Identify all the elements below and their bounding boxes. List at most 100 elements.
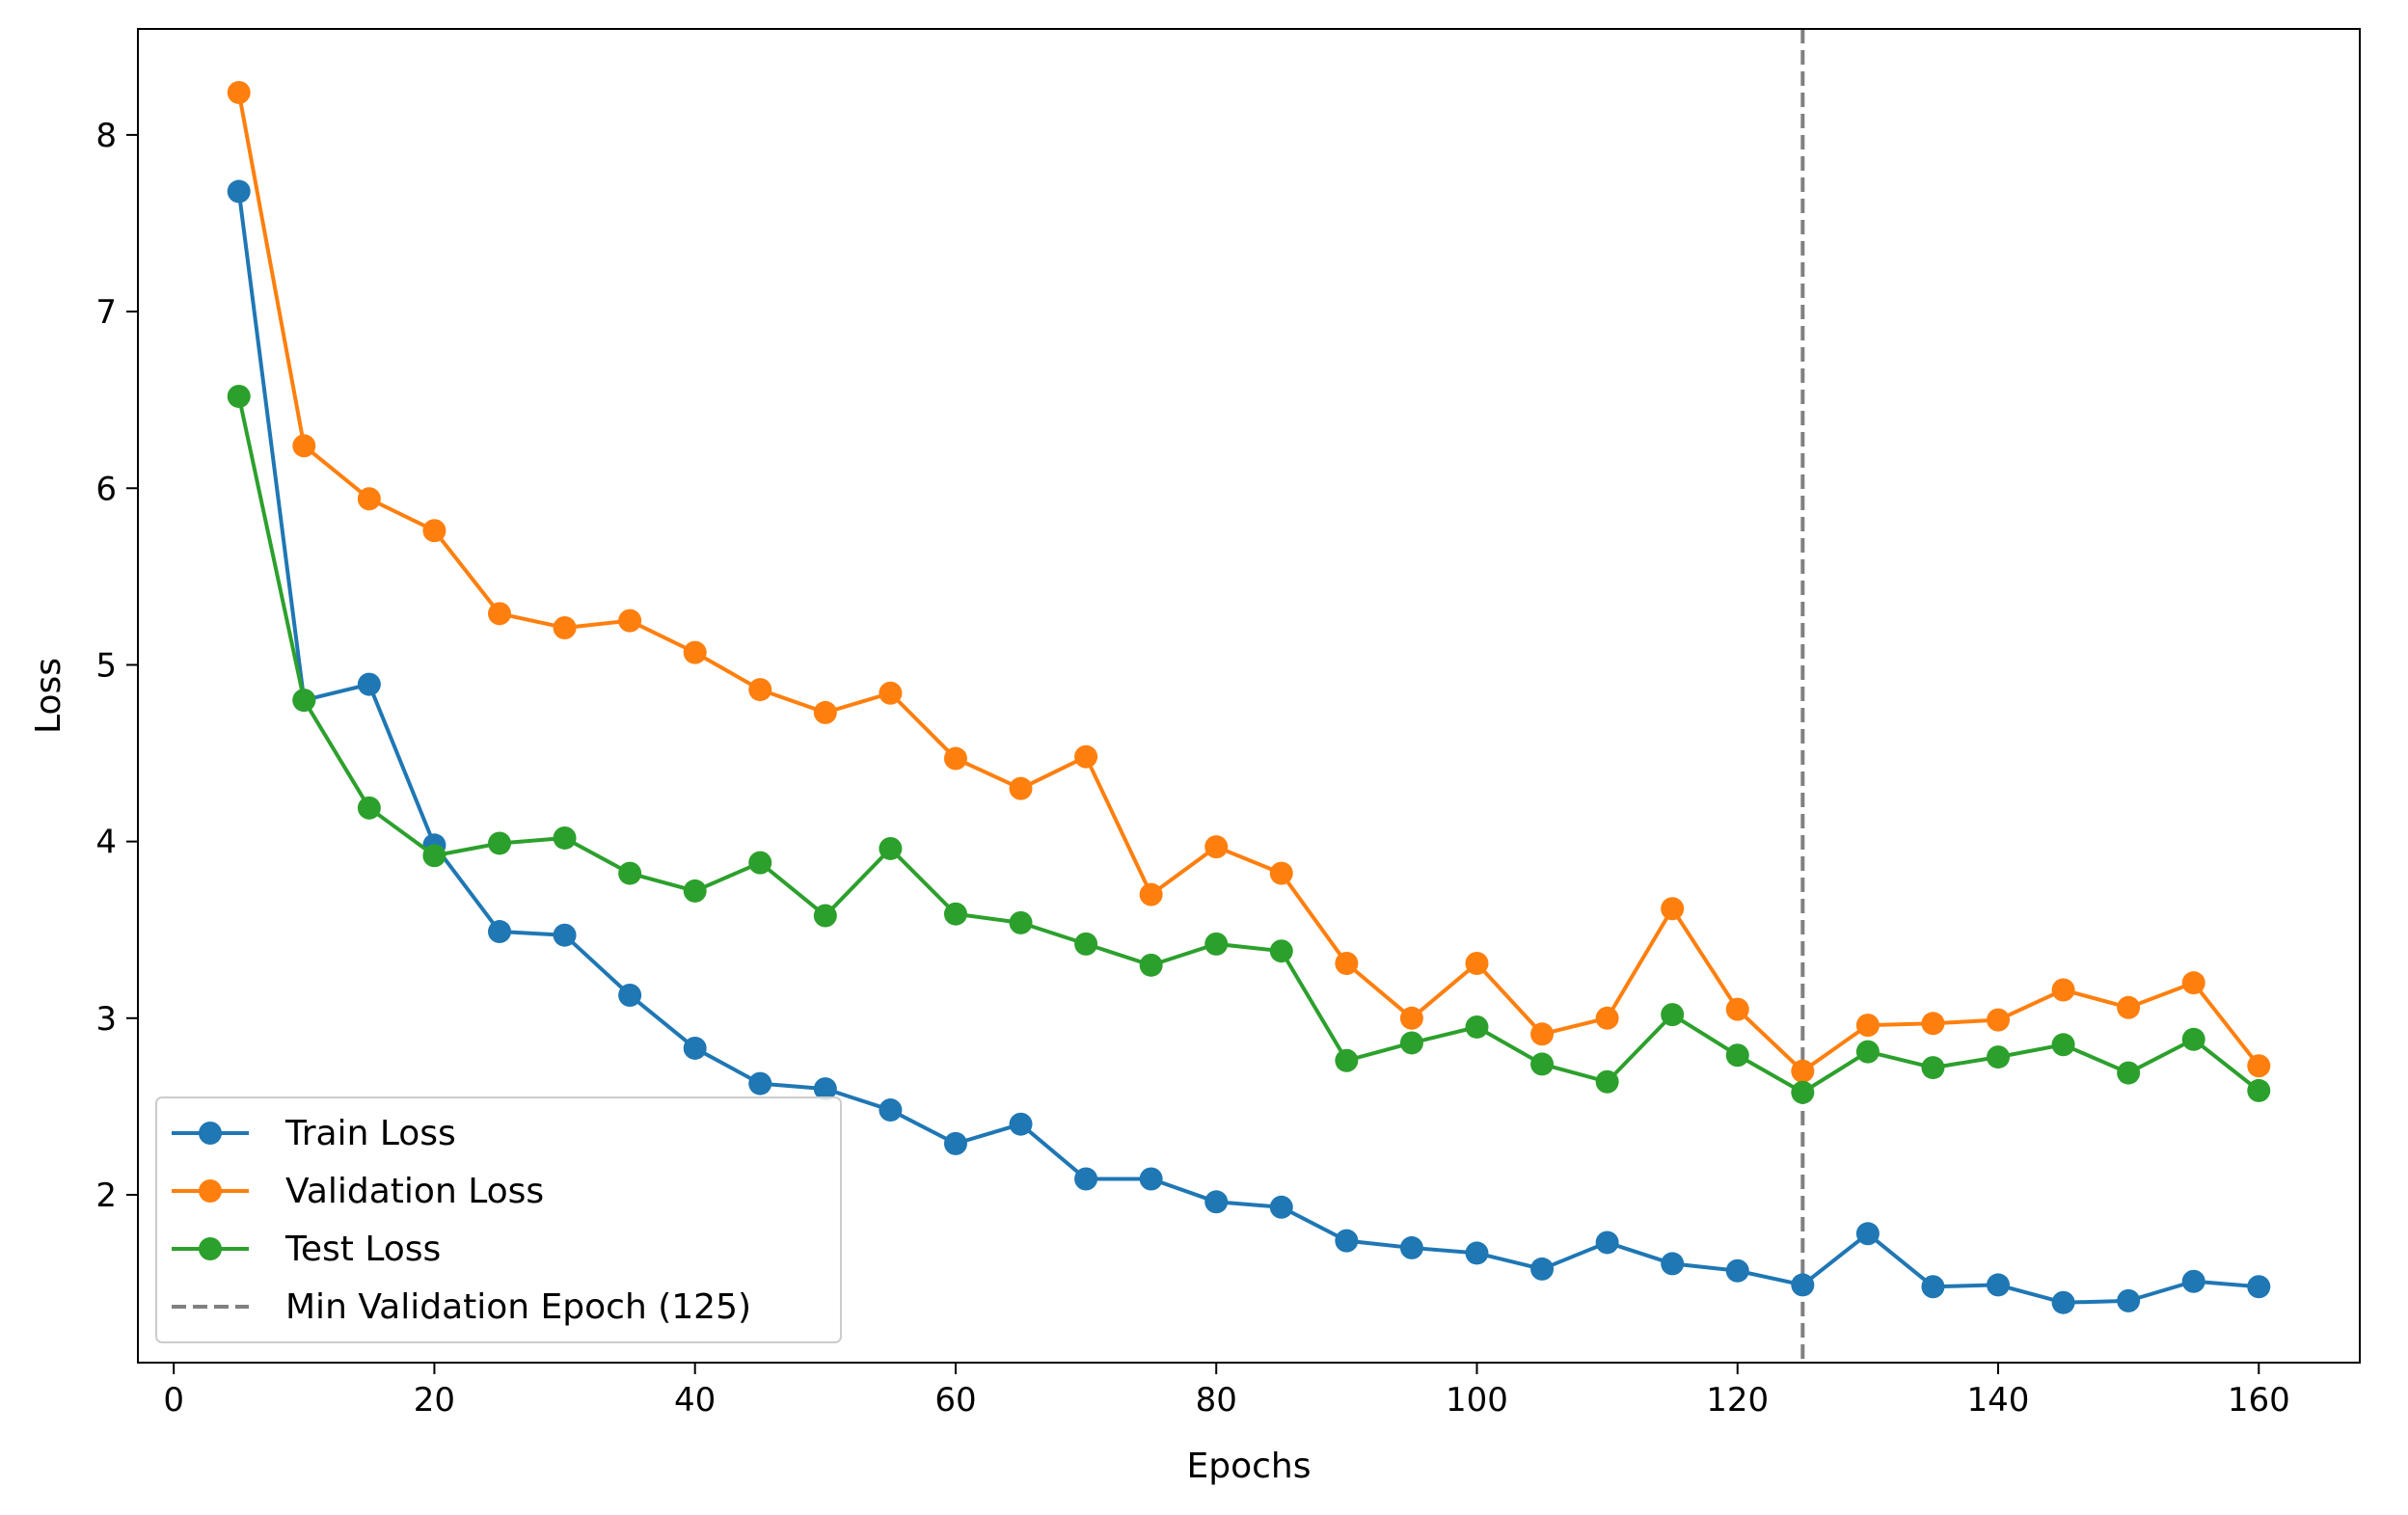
data-point: [2247, 1054, 2271, 1078]
legend-label: Min Validation Epoch (125): [285, 1287, 751, 1327]
legend-marker: [199, 1179, 222, 1203]
data-point: [1399, 1031, 1423, 1055]
data-point: [422, 519, 446, 543]
data-point: [1661, 897, 1685, 921]
data-point: [1725, 1258, 1749, 1283]
data-point: [422, 844, 446, 868]
data-point: [2181, 1269, 2205, 1293]
data-point: [1595, 1006, 1619, 1030]
data-point: [2051, 1033, 2075, 1057]
data-point: [1009, 776, 1033, 800]
data-point: [683, 879, 707, 903]
data-point: [879, 1098, 903, 1123]
data-point: [1530, 1052, 1555, 1076]
data-point: [943, 746, 967, 771]
y-tick-label: 6: [95, 470, 117, 508]
data-point: [487, 602, 511, 626]
y-tick-label: 3: [95, 1000, 117, 1039]
data-point: [1725, 1043, 1749, 1068]
data-point: [618, 983, 642, 1007]
legend-item: Train Loss: [172, 1114, 456, 1153]
data-point: [813, 700, 837, 724]
x-tick-label: 0: [163, 1381, 184, 1420]
data-point: [813, 1077, 837, 1101]
data-point: [553, 825, 577, 850]
legend: Train Loss Validation Loss Test Loss Min Va…: [155, 1096, 842, 1343]
data-point: [748, 1071, 772, 1096]
data-point: [1595, 1069, 1619, 1094]
data-point: [1139, 953, 1163, 977]
data-point: [1009, 1112, 1033, 1136]
data-point: [1139, 1167, 1163, 1191]
y-tick-label: 5: [95, 646, 117, 685]
data-point: [618, 609, 642, 633]
legend-label: Train Loss: [284, 1114, 456, 1153]
y-tick-label: 4: [95, 824, 117, 862]
data-point: [227, 179, 251, 203]
y-tick-label: 2: [95, 1177, 117, 1215]
data-point: [1204, 835, 1229, 859]
data-point: [357, 487, 381, 511]
data-point: [227, 80, 251, 104]
legend-item: Test Loss: [172, 1230, 441, 1269]
data-point: [227, 385, 251, 409]
data-point: [1204, 1190, 1229, 1214]
data-point: [487, 831, 511, 855]
data-point: [1855, 1222, 1880, 1246]
data-point: [1269, 1195, 1293, 1219]
plot-layer: [227, 29, 2271, 1363]
data-point: [1791, 1273, 1815, 1297]
data-point: [487, 920, 511, 944]
data-point: [1465, 1015, 1489, 1039]
data-point: [2051, 1290, 2075, 1314]
data-point: [1791, 1059, 1815, 1083]
data-point: [943, 902, 967, 926]
data-point: [1204, 932, 1229, 956]
data-point: [879, 681, 903, 705]
x-tick-label: 60: [934, 1381, 976, 1420]
series-test-loss: [227, 385, 2271, 1104]
legend-marker: [199, 1237, 222, 1260]
data-point: [2117, 1061, 2141, 1085]
data-point: [2181, 971, 2205, 995]
data-point: [292, 689, 316, 713]
data-point: [813, 904, 837, 928]
data-point: [1335, 1229, 1359, 1253]
x-axis-title: Epochs: [1187, 1447, 1312, 1486]
data-point: [748, 678, 772, 702]
data-point: [357, 672, 381, 696]
data-point: [879, 836, 903, 860]
legend-marker: [199, 1122, 222, 1145]
data-point: [1921, 1012, 1945, 1036]
y-tick-label: 7: [95, 293, 117, 332]
y-axis: 2 3 4 5 6 7 8: [95, 117, 138, 1215]
x-tick-label: 100: [1446, 1381, 1508, 1420]
data-point: [1139, 882, 1163, 906]
data-point: [1335, 1048, 1359, 1072]
data-point: [1921, 1056, 1945, 1080]
data-point: [1465, 952, 1489, 976]
data-point: [1987, 1273, 2011, 1297]
data-point: [1009, 910, 1033, 934]
data-point: [1074, 1167, 1098, 1191]
data-point: [1987, 1045, 2011, 1069]
data-point: [553, 615, 577, 639]
data-point: [2247, 1275, 2271, 1299]
x-tick-label: 120: [1706, 1381, 1769, 1420]
x-tick-label: 20: [414, 1381, 455, 1420]
data-point: [618, 861, 642, 885]
x-tick-label: 40: [674, 1381, 716, 1420]
y-axis-title: Loss: [29, 658, 68, 734]
y-tick-label: 8: [95, 117, 117, 155]
data-point: [1921, 1275, 1945, 1299]
x-tick-label: 140: [1967, 1381, 2030, 1420]
x-tick-label: 160: [2228, 1381, 2290, 1420]
data-point: [2247, 1078, 2271, 1102]
data-point: [1595, 1231, 1619, 1255]
legend-box: [155, 1096, 842, 1343]
data-point: [1074, 932, 1098, 956]
data-point: [1269, 861, 1293, 885]
series-validation-loss: [227, 80, 2271, 1083]
data-point: [748, 851, 772, 875]
